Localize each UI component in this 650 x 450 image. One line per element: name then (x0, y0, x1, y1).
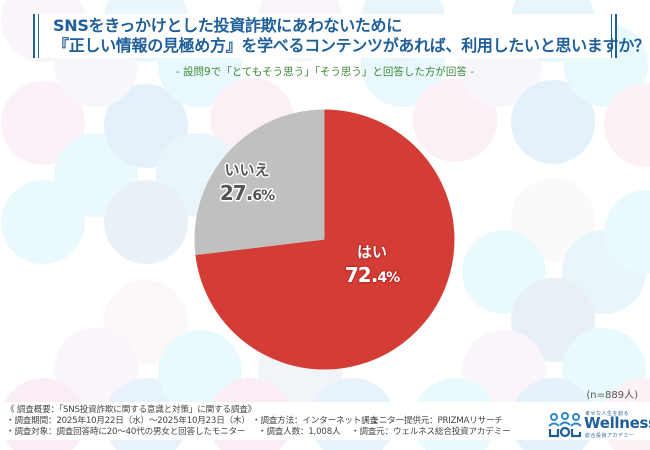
yes-value-int: 72. (344, 263, 378, 287)
people-group-icon (548, 412, 582, 438)
survey-footer: 《 調査概要：「SNS投資詐欺に関する意識と対策」に関する調査》 ・調査期間：2… (0, 402, 650, 440)
logo-tagline: 幸せな人生を創る (585, 411, 630, 417)
survey-overview: 《 調査概要：「SNS投資詐欺に関する意識と対策」に関する調査》 (6, 405, 256, 415)
title-left-bar-thin (38, 14, 39, 58)
yes-value-dec: 4% (377, 270, 400, 286)
chart-title-box: SNSをきっかけとした投資詐欺にあわないために 『正しい情報の見極め方』を学べる… (33, 14, 650, 58)
no-value-int: 27. (219, 181, 253, 205)
survey-method: ・調査方法：インターネット調査 (252, 416, 378, 426)
slice-label-no-value: 27.6% (212, 180, 282, 209)
slice-label-yes-value: 72.4% (332, 262, 412, 291)
slice-label-no-name: いいえ (224, 161, 270, 179)
pie-slice-yes[interactable] (195, 109, 455, 370)
logo-subtitle: 総合投資アカデミー (585, 433, 635, 439)
slice-label-no: いいえ 27.6% (212, 160, 282, 209)
wellness-logo: 幸せな人生を創る Wellness 総合投資アカデミー (548, 410, 650, 439)
survey-period: ・調査期間：2025年10月22日（水）～2025年10月23日（木） (6, 416, 250, 426)
survey-target: ・調査対象：調査回答時に20～40代の男女と回答したモニター (6, 427, 246, 437)
chart-title-line2: 『正しい情報の見極め方』を学べるコンテンツがあれば、利用したいと思いますか？ (53, 36, 650, 55)
title-left-bar (33, 14, 35, 58)
chart-subtitle: - 設問9で「とてもそう思う」「そう思う」と回答した方が回答 - (175, 66, 475, 78)
slice-label-yes: はい 72.4% (332, 242, 412, 291)
pie-slice-no[interactable] (194, 109, 325, 255)
no-value-dec: 6% (252, 188, 275, 204)
survey-monitor-provider: ・モニター提供元：PRIZMAリサーチ (362, 416, 503, 426)
survey-count: ・調査人数：1,008人 (258, 427, 341, 437)
logo-wordmark: Wellness (584, 414, 650, 432)
survey-source: ・調査元：ウェルネス総合投資アカデミー (351, 427, 511, 437)
title-right-bar-thin (611, 14, 612, 58)
slice-label-yes-name: はい (356, 243, 387, 261)
title-right-bar (615, 14, 617, 58)
chart-title-line1: SNSをきっかけとした投資詐欺にあわないために (53, 16, 402, 35)
sample-size-label: (n=889人) (586, 390, 638, 401)
